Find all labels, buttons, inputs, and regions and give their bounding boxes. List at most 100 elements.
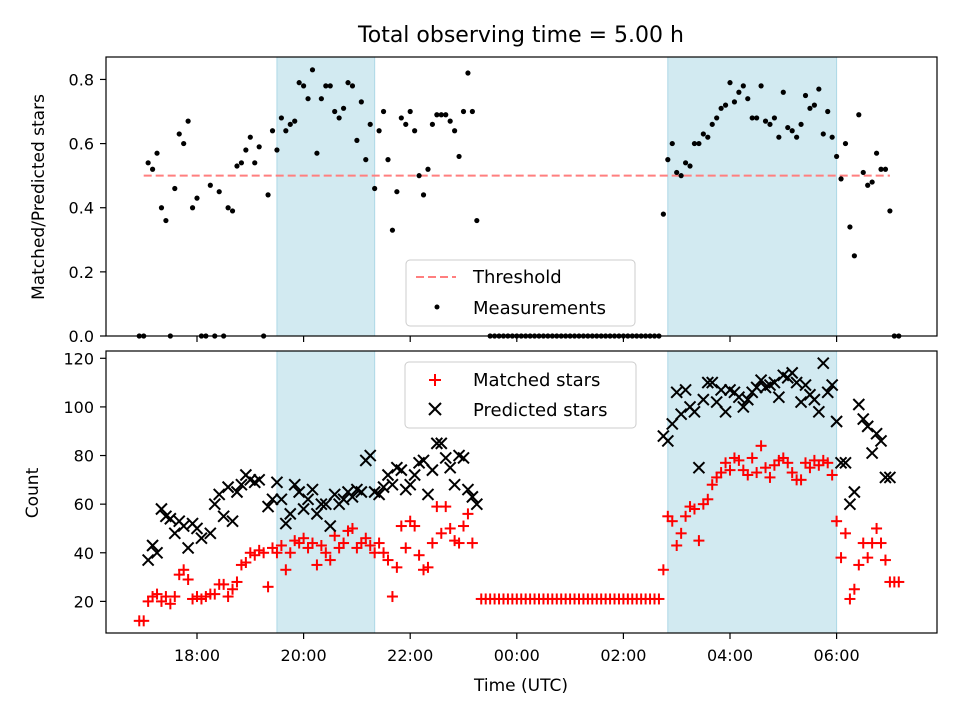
measurement-point — [256, 144, 262, 150]
predicted-star-marker — [670, 386, 683, 399]
matched-star-marker — [320, 547, 332, 559]
predicted-star-marker — [817, 356, 830, 370]
predicted-star-marker — [204, 527, 217, 540]
predicted-star-marker — [785, 366, 799, 380]
top-y-ticks: 0.0 0.2 0.4 0.6 0.8 — [69, 70, 106, 346]
matched-star-marker — [875, 537, 887, 549]
measurement-point — [296, 80, 302, 86]
predicted-star-marker — [852, 398, 866, 411]
measurement-point — [678, 173, 684, 179]
predicted-star-marker — [168, 527, 181, 540]
predicted-star-marker — [230, 485, 244, 499]
measurement-point — [216, 189, 222, 195]
bottom-y-axis-label: Count — [23, 467, 43, 518]
matched-star-marker — [169, 591, 181, 603]
predicted-star-marker — [315, 497, 328, 511]
matched-star-marker — [413, 549, 425, 561]
top-shade-0 — [276, 56, 376, 337]
measurement-point — [243, 147, 249, 153]
predicted-star-marker — [674, 407, 688, 421]
measurement-point — [798, 121, 804, 127]
matched-star-marker — [706, 479, 718, 491]
measurement-point — [327, 83, 333, 89]
measurement-point — [247, 134, 253, 140]
measurement-point — [789, 128, 795, 134]
predicted-star-marker — [297, 502, 310, 516]
matched-star-marker — [675, 527, 687, 539]
predicted-star-marker — [865, 446, 879, 460]
predicted-star-marker — [879, 471, 892, 484]
measurement-point — [340, 105, 347, 111]
predicted-star-marker — [195, 531, 208, 545]
measurement-point — [363, 157, 369, 163]
predicted-star-marker — [150, 546, 164, 559]
predicted-star-marker — [381, 468, 395, 482]
predicted-star-marker — [710, 395, 723, 409]
predicted-star-marker — [266, 493, 279, 506]
measurement-point — [234, 163, 240, 169]
predicted-star-marker — [337, 493, 350, 506]
matched-star-marker — [782, 457, 794, 469]
predicted-star-marker — [372, 488, 386, 501]
measurement-point — [394, 189, 400, 195]
measurement-point — [794, 134, 800, 140]
predicted-star-marker — [443, 461, 457, 474]
measurement-point — [438, 112, 444, 118]
predicted-star-marker — [155, 502, 168, 516]
measurement-point — [349, 83, 356, 89]
measurement-point — [403, 121, 409, 127]
measurement-point — [816, 86, 822, 92]
predicted-star-marker — [772, 390, 786, 404]
measurement-point — [696, 140, 702, 147]
matched-star-marker — [378, 547, 390, 559]
measurement-point — [283, 128, 289, 134]
predicted-star-marker — [697, 393, 710, 406]
predicted-star-marker — [408, 468, 421, 482]
predicted-star-marker — [226, 514, 239, 528]
measurement-point — [149, 166, 156, 172]
matched-star-marker — [657, 564, 669, 576]
measurement-point — [269, 128, 276, 134]
measurement-point — [474, 217, 480, 224]
top-y-tick-label: 0.4 — [69, 199, 94, 218]
measurement-point — [851, 253, 857, 259]
measurement-point — [278, 115, 284, 121]
matched-star-marker — [466, 537, 478, 549]
predicted-star-marker — [395, 463, 408, 477]
top-axes-frame — [105, 56, 938, 337]
measurement-point — [376, 128, 382, 134]
matched-star-marker — [440, 501, 452, 513]
matched-star-marker — [435, 527, 447, 539]
bottom-y-tick-label: 100 — [63, 398, 94, 417]
bottom-shaded-regions — [276, 350, 838, 634]
x-tick-label: 20:00 — [281, 646, 327, 665]
predicted-star-marker — [466, 490, 479, 504]
predicted-star-marker — [701, 376, 714, 389]
matched-star-marker — [182, 574, 194, 586]
measurement-point — [425, 166, 431, 172]
measurement-point — [669, 140, 675, 147]
measurement-point — [745, 96, 751, 102]
measurement-point — [447, 118, 453, 124]
predicted-star-marker — [843, 497, 857, 511]
predicted-star-marker — [754, 373, 768, 387]
measurement-point — [865, 182, 871, 188]
measurement-point — [736, 89, 742, 95]
measurement-point — [829, 134, 835, 140]
measurement-point — [318, 96, 324, 102]
measurement-point — [434, 112, 440, 118]
predicted-star-marker — [750, 381, 763, 394]
bottom-panel: 20 40 60 80 100 120 18:00 20:00 22:00 00:00 02:00… — [23, 349, 938, 696]
predicted-star-marker — [319, 497, 333, 511]
predicted-star-marker — [692, 461, 706, 474]
matched-star-marker — [218, 578, 230, 590]
matched-star-marker — [222, 591, 234, 603]
legend-matched-label: Matched stars — [473, 370, 600, 391]
predicted-star-marker — [661, 434, 675, 448]
measurement-point — [705, 134, 711, 140]
predicted-star-marker — [328, 488, 341, 501]
measurement-point — [287, 121, 293, 127]
predicted-star-marker — [177, 519, 190, 533]
matched-star-marker — [324, 554, 336, 566]
matched-star-marker — [879, 554, 891, 566]
